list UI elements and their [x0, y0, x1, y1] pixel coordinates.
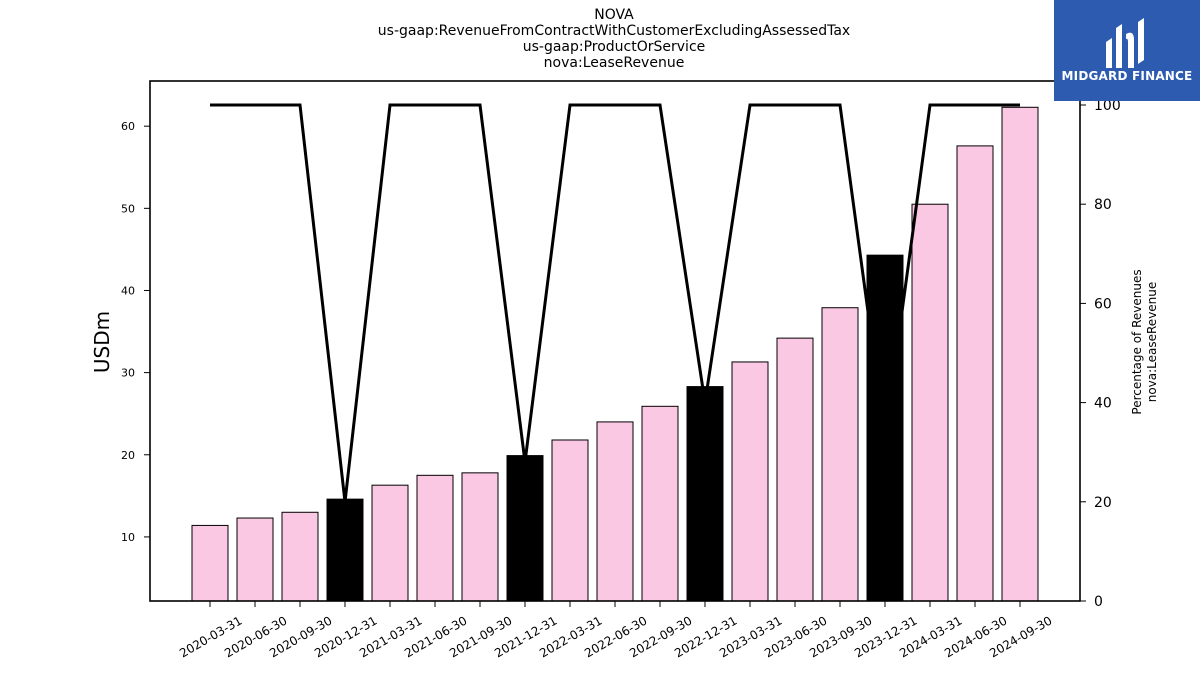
- y2-tick-label: 40: [1094, 396, 1112, 412]
- y-tick-label: 10: [121, 531, 135, 544]
- bar-2022-09-30: [641, 405, 679, 602]
- chart-title-line-1: NOVA: [594, 7, 634, 23]
- bar-2021-09-30: [461, 472, 499, 602]
- y-tick-label: 60: [121, 120, 135, 133]
- bar-2021-06-30: [416, 474, 454, 602]
- y2-tick-label: 100: [1094, 98, 1121, 114]
- bar-2023-06-30: [776, 337, 814, 602]
- chart-title-line-4: nova:LeaseRevenue: [543, 55, 685, 71]
- bar-2023-03-31: [731, 361, 769, 602]
- percentage-line: [210, 103, 1020, 502]
- y2-axis-label-line-2: nova:LeaseRevenue: [1145, 282, 1159, 403]
- y-axis-label: USDm: [90, 311, 114, 373]
- y-tick-label: 30: [121, 367, 135, 380]
- chart-title-line-2: us-gaap:RevenueFromContractWithCustomerE…: [377, 23, 851, 39]
- logo-mark-icon: [1106, 18, 1144, 68]
- bar-2020-03-31: [191, 524, 229, 602]
- chart-title: NOVA us-gaap:RevenueFromContractWithCust…: [0, 7, 1200, 71]
- bar-2020-06-30: [236, 517, 274, 602]
- bar-2024-09-30: [1001, 106, 1039, 602]
- y-tick-label: 40: [121, 284, 135, 297]
- bar-2021-03-31: [371, 484, 409, 602]
- bar-2024-03-31: [911, 203, 949, 602]
- y2-tick-label: 20: [1094, 495, 1112, 511]
- y2-tick-label: 60: [1094, 296, 1112, 312]
- left-axis: 10 20 30 40 50 60: [121, 120, 150, 544]
- right-axis: 0 20 40 60 80 100: [1080, 98, 1121, 610]
- bar-2020-09-30: [281, 511, 319, 602]
- midgard-finance-logo: MIDGARD FINANCE: [1054, 0, 1200, 101]
- bar-2021-12-31: [506, 455, 544, 602]
- bar-2022-06-30: [596, 421, 634, 602]
- bar-2020-12-31: [326, 498, 364, 602]
- bar-2023-09-30: [821, 307, 859, 602]
- logo-text: MIDGARD FINANCE: [1061, 69, 1193, 83]
- chart-title-line-3: us-gaap:ProductOrService: [522, 39, 706, 55]
- bar-series: [191, 106, 1039, 602]
- bar-2024-06-30: [956, 145, 994, 602]
- y-tick-label: 20: [121, 449, 135, 462]
- bar-2022-12-31: [686, 386, 724, 602]
- y2-tick-label: 0: [1094, 594, 1103, 610]
- percentage-line-series: [210, 103, 1020, 502]
- y2-axis-label-line-1: Percentage of Revenues: [1130, 269, 1144, 414]
- bar-2022-03-31: [551, 439, 589, 602]
- y2-tick-label: 80: [1094, 197, 1112, 213]
- x-axis: 2020-03-312020-06-302020-09-302020-12-31…: [177, 601, 1055, 660]
- y-tick-label: 50: [121, 202, 135, 215]
